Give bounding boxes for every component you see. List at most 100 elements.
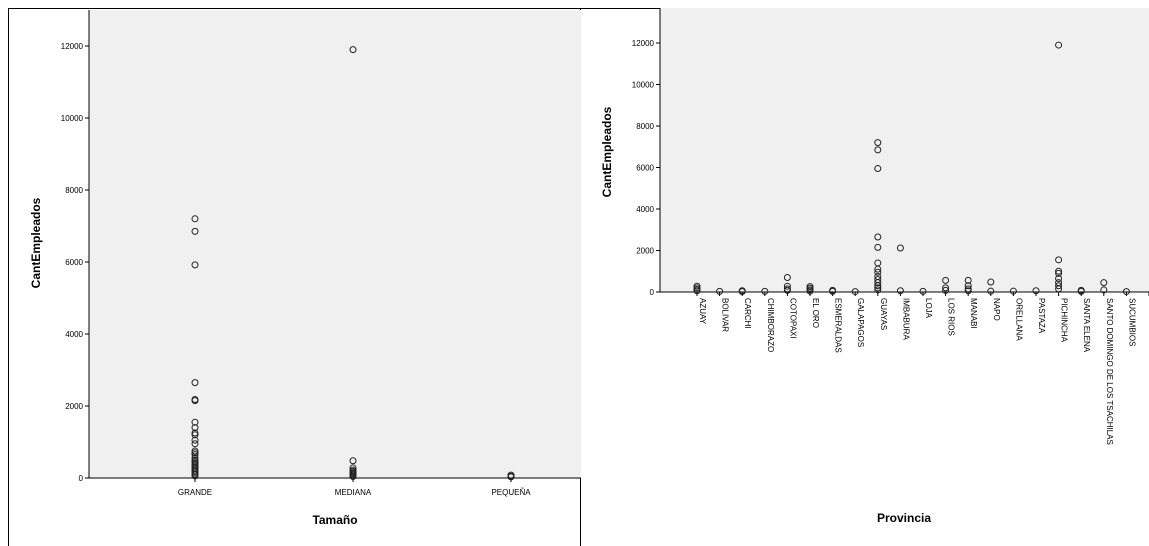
data-point bbox=[1055, 275, 1063, 283]
x-tick-label: COTOPAXI bbox=[788, 298, 797, 339]
data-point bbox=[349, 457, 357, 465]
data-point bbox=[1055, 41, 1063, 49]
data-point bbox=[1055, 267, 1063, 275]
data-point bbox=[874, 286, 882, 294]
data-point bbox=[1055, 269, 1063, 277]
x-axis-title: Tamaño bbox=[312, 513, 357, 527]
data-point bbox=[783, 273, 791, 281]
data-point bbox=[507, 473, 515, 481]
data-point bbox=[987, 278, 995, 286]
data-point bbox=[987, 287, 995, 295]
x-tick-label: GRANDE bbox=[178, 488, 212, 497]
data-point bbox=[191, 227, 199, 235]
y-tick-label: 6000 bbox=[65, 258, 83, 267]
y-tick-label: 8000 bbox=[636, 122, 654, 131]
x-tick-label: NAPO bbox=[992, 298, 1001, 321]
data-point bbox=[874, 243, 882, 251]
data-point bbox=[919, 287, 927, 295]
data-point bbox=[191, 397, 199, 405]
data-point bbox=[942, 286, 950, 294]
data-point bbox=[874, 165, 882, 173]
data-point bbox=[874, 282, 882, 290]
data-point bbox=[964, 285, 972, 293]
y-tick-label: 10000 bbox=[61, 114, 84, 123]
data-point bbox=[942, 284, 950, 292]
data-point bbox=[829, 287, 837, 295]
y-tick-label: 0 bbox=[650, 288, 655, 297]
data-point bbox=[964, 276, 972, 284]
x-tick-label: CARCHI bbox=[743, 298, 752, 329]
y-tick-label: 4000 bbox=[65, 330, 83, 339]
data-point bbox=[191, 424, 199, 432]
x-tick-label: ORELLANA bbox=[1014, 298, 1023, 341]
data-point bbox=[191, 436, 199, 444]
plot-area bbox=[89, 10, 581, 478]
x-tick-label: IMBABURA bbox=[901, 298, 910, 340]
y-tick-label: 12000 bbox=[632, 39, 655, 48]
data-point bbox=[191, 472, 199, 480]
x-tick-label: SANTO DOMINGO DE LOS TSACHILAS bbox=[1105, 298, 1114, 445]
y-tick-label: 6000 bbox=[636, 164, 654, 173]
data-point bbox=[191, 451, 199, 459]
x-tick-label: LOS RIOS bbox=[947, 298, 956, 336]
x-tick-label: MEDIANA bbox=[335, 488, 372, 497]
data-point bbox=[806, 287, 814, 295]
x-tick-label: PASTAZA bbox=[1037, 298, 1046, 334]
data-point bbox=[191, 215, 199, 223]
x-tick-label: CHIMBORAZO bbox=[766, 298, 775, 352]
data-point bbox=[191, 431, 199, 439]
data-point bbox=[1009, 287, 1017, 295]
data-point bbox=[896, 287, 904, 295]
data-point bbox=[349, 473, 357, 481]
data-point bbox=[1100, 279, 1108, 287]
y-tick-label: 12000 bbox=[61, 42, 84, 51]
data-point bbox=[349, 46, 357, 54]
x-tick-label: PICHINCHA bbox=[1060, 298, 1069, 343]
data-point bbox=[783, 286, 791, 294]
y-axis-title: CantEmpleados bbox=[29, 197, 43, 288]
data-point bbox=[693, 287, 701, 295]
data-point bbox=[874, 265, 882, 273]
data-point bbox=[1122, 288, 1130, 296]
data-point bbox=[716, 287, 724, 295]
x-tick-label: LOJA bbox=[924, 298, 933, 319]
data-point bbox=[1100, 286, 1108, 294]
x-tick-label: BOLIVAR bbox=[721, 298, 730, 332]
data-point bbox=[896, 244, 904, 252]
y-tick-label: 2000 bbox=[65, 402, 83, 411]
data-point bbox=[874, 284, 882, 292]
y-tick-label: 2000 bbox=[636, 247, 654, 256]
x-tick-label: EL ORO bbox=[811, 298, 820, 328]
data-point bbox=[851, 288, 859, 296]
y-axis-title: CantEmpleados bbox=[600, 106, 614, 197]
x-tick-label: GALAPAGOS bbox=[856, 298, 865, 347]
data-point bbox=[942, 276, 950, 284]
data-point bbox=[191, 440, 199, 448]
x-axis-title: Provincia bbox=[877, 511, 931, 525]
data-point bbox=[874, 233, 882, 241]
x-tick-label: MANABI bbox=[969, 298, 978, 329]
x-tick-label: GUAYAS bbox=[879, 298, 888, 330]
data-point bbox=[191, 379, 199, 387]
data-point bbox=[191, 418, 199, 426]
data-point bbox=[964, 282, 972, 290]
data-point bbox=[964, 287, 972, 295]
y-tick-label: 10000 bbox=[632, 81, 655, 90]
data-point bbox=[191, 261, 199, 269]
data-point bbox=[738, 288, 746, 296]
data-point bbox=[874, 146, 882, 154]
data-point bbox=[1055, 285, 1063, 293]
x-tick-label: PEQUEÑA bbox=[491, 488, 531, 497]
x-tick-label: SANTA ELENA bbox=[1082, 298, 1091, 353]
x-tick-label: SUCUMBIOS bbox=[1127, 298, 1136, 346]
y-tick-label: 8000 bbox=[65, 186, 83, 195]
y-tick-label: 4000 bbox=[636, 205, 654, 214]
data-point bbox=[874, 279, 882, 287]
data-point bbox=[1055, 282, 1063, 290]
data-point bbox=[874, 139, 882, 147]
x-tick-label: AZUAY bbox=[698, 298, 707, 325]
plot-area bbox=[660, 8, 1149, 292]
data-point bbox=[783, 282, 791, 290]
y-tick-label: 0 bbox=[79, 474, 84, 483]
